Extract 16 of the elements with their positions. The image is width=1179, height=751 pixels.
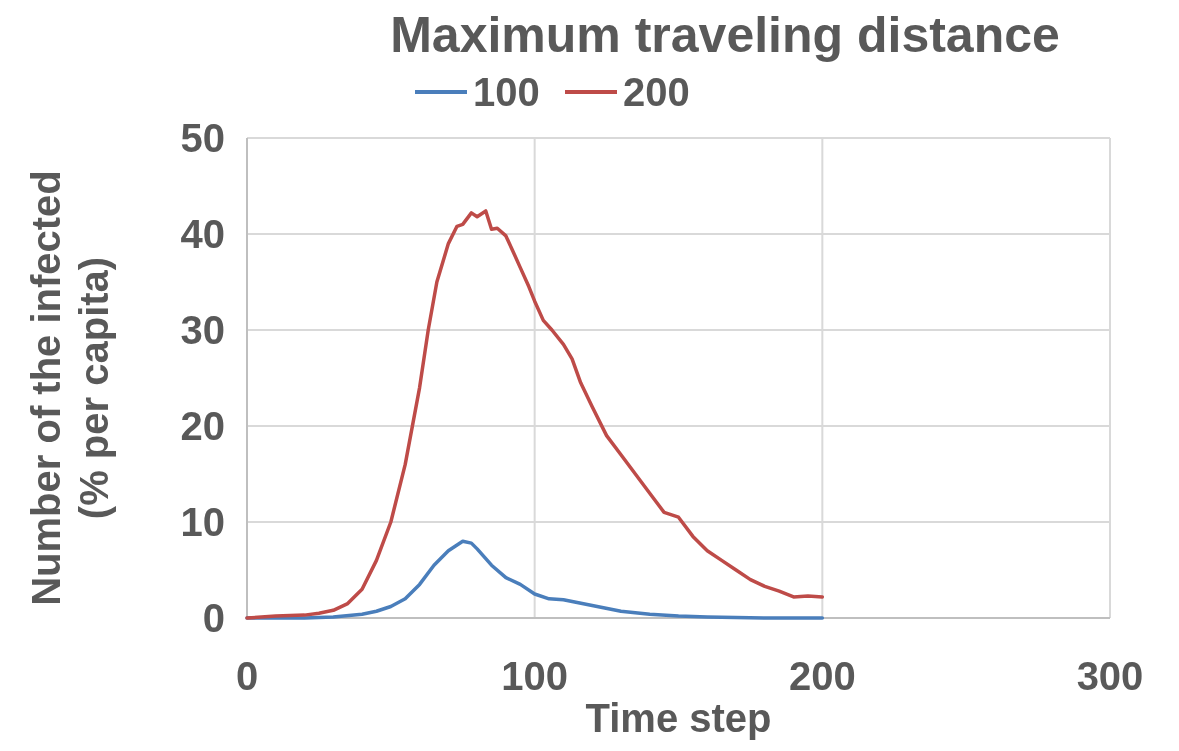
line-series xyxy=(245,209,825,620)
y-tick-label: 40 xyxy=(180,212,225,256)
y-tick-label: 50 xyxy=(180,116,225,160)
x-tick-label: 200 xyxy=(788,654,856,698)
legend-label: 200 xyxy=(623,70,690,114)
y-axis-title: Number of the infected (% per capita) xyxy=(24,170,116,606)
x-tick-label: 300 xyxy=(1076,654,1144,698)
y-tick-label: 20 xyxy=(180,404,225,448)
y-tick-label: 30 xyxy=(180,308,225,352)
x-axis-title: Time step xyxy=(585,696,772,740)
x-tick-label: 0 xyxy=(235,654,259,698)
y-tick-label: 0 xyxy=(202,596,225,640)
chart-title: Maximum traveling distance xyxy=(390,7,1060,63)
y-tick-label: 10 xyxy=(180,500,225,544)
legend-label: 100 xyxy=(473,70,540,114)
x-tick-label: 100 xyxy=(501,654,569,698)
